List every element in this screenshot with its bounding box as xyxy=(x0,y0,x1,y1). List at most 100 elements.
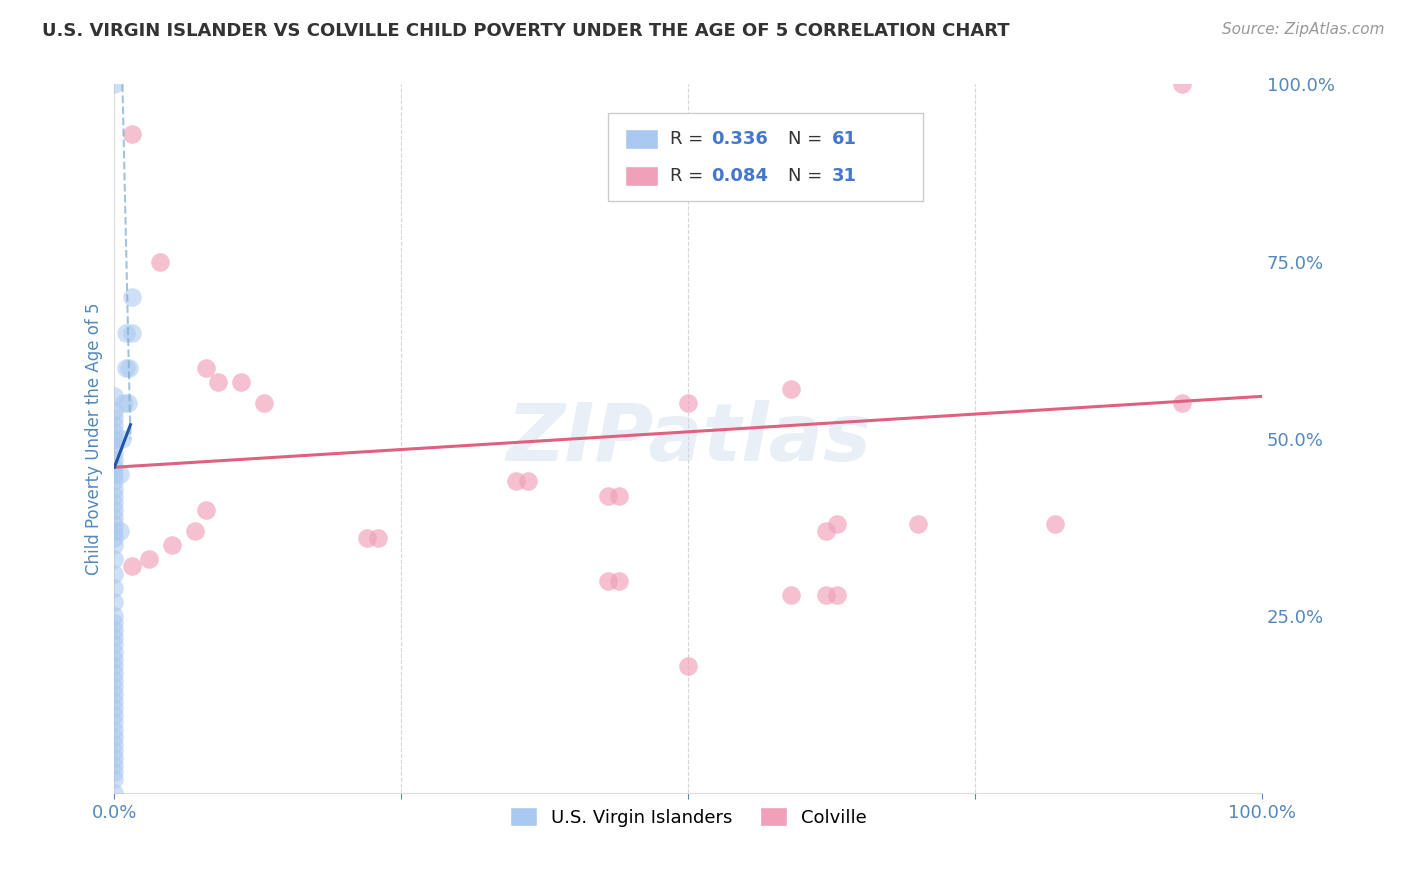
Point xyxy=(103,631,125,645)
Point xyxy=(149,254,172,268)
Point xyxy=(138,552,160,566)
Text: Source: ZipAtlas.com: Source: ZipAtlas.com xyxy=(1222,22,1385,37)
Point xyxy=(252,396,274,410)
Point xyxy=(118,361,141,376)
Point xyxy=(103,432,125,446)
Point xyxy=(103,701,125,715)
Point xyxy=(103,538,125,552)
Point xyxy=(607,574,630,588)
Point xyxy=(103,644,125,658)
Point xyxy=(195,503,218,517)
Point xyxy=(103,595,125,609)
Point xyxy=(108,524,131,538)
Point xyxy=(596,489,619,503)
Point xyxy=(103,730,125,744)
Point xyxy=(103,410,125,425)
Point xyxy=(1045,516,1067,531)
Point xyxy=(121,326,143,340)
Point xyxy=(103,460,125,475)
FancyBboxPatch shape xyxy=(626,166,658,186)
Point xyxy=(103,566,125,581)
Text: 0.084: 0.084 xyxy=(711,167,768,185)
Y-axis label: Child Poverty Under the Age of 5: Child Poverty Under the Age of 5 xyxy=(86,302,103,575)
Point xyxy=(103,425,125,439)
Point xyxy=(103,467,125,482)
Point xyxy=(207,375,229,389)
Point xyxy=(103,772,125,787)
Point xyxy=(103,651,125,665)
Point xyxy=(103,715,125,730)
Point xyxy=(827,516,849,531)
Point xyxy=(103,694,125,708)
Point xyxy=(103,638,125,652)
Point xyxy=(607,489,630,503)
Point xyxy=(103,78,125,92)
Point xyxy=(103,482,125,496)
Point xyxy=(103,658,125,673)
Point xyxy=(121,559,143,574)
Point xyxy=(115,361,138,376)
Point xyxy=(505,475,527,489)
Point xyxy=(103,552,125,566)
Point xyxy=(103,489,125,503)
Point xyxy=(103,439,125,453)
Text: 0.336: 0.336 xyxy=(711,130,768,148)
Text: N =: N = xyxy=(787,130,828,148)
Point xyxy=(103,723,125,737)
Point xyxy=(103,616,125,631)
Point xyxy=(103,786,125,800)
Point xyxy=(103,531,125,545)
Point xyxy=(814,588,837,602)
Point xyxy=(103,765,125,780)
Point xyxy=(780,382,803,396)
Point xyxy=(115,326,138,340)
Point xyxy=(103,524,125,538)
Point xyxy=(356,531,378,545)
Point xyxy=(103,496,125,510)
Point xyxy=(103,665,125,680)
Point xyxy=(103,403,125,417)
Point xyxy=(103,708,125,723)
Point xyxy=(1170,396,1192,410)
Text: N =: N = xyxy=(787,167,828,185)
Point xyxy=(184,524,207,538)
Point xyxy=(367,531,389,545)
FancyBboxPatch shape xyxy=(607,112,924,202)
Point xyxy=(827,588,849,602)
Point xyxy=(516,475,538,489)
Point xyxy=(117,396,139,410)
Text: R =: R = xyxy=(669,130,709,148)
Point xyxy=(103,446,125,460)
Point xyxy=(111,432,134,446)
Point xyxy=(103,624,125,638)
Point xyxy=(676,658,699,673)
Point xyxy=(195,361,218,376)
Point xyxy=(160,538,183,552)
Point xyxy=(103,417,125,432)
Point xyxy=(780,588,803,602)
Point xyxy=(596,574,619,588)
Point xyxy=(121,290,143,304)
Point xyxy=(1170,78,1192,92)
Point xyxy=(103,673,125,687)
Point xyxy=(121,127,143,141)
Text: R =: R = xyxy=(669,167,709,185)
Text: ZIPatlas: ZIPatlas xyxy=(506,400,870,478)
Point xyxy=(676,396,699,410)
Point xyxy=(103,744,125,758)
Point xyxy=(103,509,125,524)
Point xyxy=(103,751,125,765)
Point xyxy=(103,389,125,403)
Point xyxy=(103,737,125,751)
Text: U.S. VIRGIN ISLANDER VS COLVILLE CHILD POVERTY UNDER THE AGE OF 5 CORRELATION CH: U.S. VIRGIN ISLANDER VS COLVILLE CHILD P… xyxy=(42,22,1010,40)
Point xyxy=(229,375,252,389)
Text: 61: 61 xyxy=(831,130,856,148)
Point xyxy=(103,516,125,531)
Point xyxy=(103,475,125,489)
Point xyxy=(103,503,125,517)
Point xyxy=(907,516,929,531)
Point xyxy=(103,581,125,595)
Text: 31: 31 xyxy=(831,167,856,185)
Point xyxy=(814,524,837,538)
Legend: U.S. Virgin Islanders, Colville: U.S. Virgin Islanders, Colville xyxy=(502,800,875,834)
